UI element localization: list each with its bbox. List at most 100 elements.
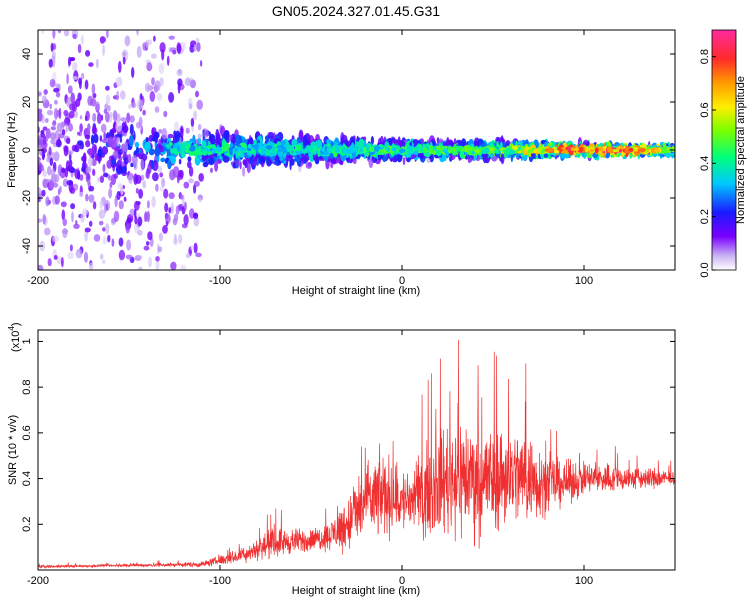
spectrogram-cell [174, 130, 181, 142]
spectrogram-cell [70, 92, 75, 104]
spectrogram-cell [290, 152, 298, 156]
spectrogram-cell [75, 248, 83, 259]
colorbar-label: Normalized spectral amplitude [735, 76, 747, 224]
spectrogram-cell [155, 183, 159, 192]
spectrogram-cell [165, 213, 171, 224]
colorbar-ticks: 0.0 0.2 0.4 0.6 0.8 [699, 49, 716, 278]
y-tick-label: 20 [21, 96, 33, 108]
spectrogram-cell [619, 148, 623, 153]
spectrogram-cell [98, 220, 104, 226]
spectrogram-cell [195, 37, 200, 44]
spectrogram-cell [56, 256, 63, 265]
spectrogram-cell [236, 159, 240, 168]
spectrogram-cell [115, 121, 122, 132]
colorbar-tick-label: 0.4 [699, 156, 711, 171]
spectrogram-cell [368, 156, 374, 169]
spectrogram-cell [118, 60, 122, 73]
snr-y-scale: (x104) [7, 322, 22, 352]
spectrogram-cell [38, 138, 43, 149]
spectrogram-cell [118, 154, 123, 165]
spectrogram-cell [40, 129, 45, 135]
spectrogram-cell [88, 262, 94, 270]
spectrogram-cell [73, 223, 80, 229]
spectrogram-cell [131, 67, 135, 78]
spectrogram-cell [99, 175, 105, 183]
spectrogram-cell [118, 249, 126, 261]
spectrogram-cell [304, 147, 308, 154]
spectrogram-cell [61, 167, 66, 174]
spectrogram-cell [54, 195, 60, 205]
spectrogram-cell [286, 151, 290, 156]
spectrogram-cell [69, 103, 75, 111]
spectrogram-cell [62, 218, 67, 227]
spectrogram-cell [64, 167, 69, 178]
spectrogram-cell [160, 157, 166, 163]
spectrogram-cell [543, 153, 549, 158]
spectrogram-cell [164, 202, 169, 213]
spectrogram-cell [136, 46, 142, 58]
spectrogram-cell [138, 116, 143, 128]
spectrogram-cell [133, 200, 140, 211]
spectrogram-cell [133, 208, 137, 219]
spectrogram-cell [176, 69, 183, 77]
spectrogram-cell [68, 110, 75, 119]
spectrogram-cell [107, 234, 111, 243]
spectrogram-cell [91, 83, 96, 95]
spectrogram-cell [194, 148, 199, 154]
spectrogram-cell [573, 147, 580, 151]
spectrogram-cell [317, 150, 321, 158]
spectrogram-cell [106, 159, 113, 169]
spectrogram-cell [326, 146, 333, 154]
spectrogram-cell [107, 105, 111, 112]
spectrogram-cell [180, 127, 184, 139]
spectrogram-cell [358, 138, 365, 151]
spectrogram-cell [103, 172, 109, 178]
spectrogram-cell [54, 130, 60, 142]
spectrogram-cell [78, 77, 83, 85]
spectrogram-cell [138, 188, 144, 199]
spectrogram-cell [80, 212, 85, 223]
spectrogram-cell [84, 115, 88, 121]
spectrogram-cell [87, 123, 91, 132]
spectrogram-cell [330, 148, 337, 152]
spectrogram-cell [474, 149, 481, 153]
spectrogram-cell [88, 157, 93, 167]
spectrogram-cell [38, 218, 43, 223]
spectrogram-cell [116, 136, 121, 147]
spectrogram-cell [239, 161, 242, 170]
snr-scale-base: (x10 [10, 331, 22, 352]
spectrogram-cell [628, 147, 634, 152]
spectrogram-cell [170, 205, 174, 214]
spectrogram-cell [208, 158, 215, 166]
spectrogram-cell [44, 227, 51, 236]
spectrogram-cell [456, 139, 462, 144]
spectrogram-cell [396, 154, 403, 159]
spectrogram-cell [567, 146, 571, 151]
spectrogram-cell [101, 146, 109, 155]
spectrogram-cell [98, 209, 106, 219]
spectrogram-cell [325, 139, 332, 144]
spectrogram-cell [178, 233, 183, 244]
spectrogram-cell [135, 187, 139, 194]
spectrogram-cell [483, 147, 490, 154]
spectrogram-cell [154, 106, 160, 113]
spectrogram-cell [461, 138, 467, 148]
spectrogram-cell [189, 44, 195, 53]
spectrogram-cell [312, 146, 317, 154]
spectrogram-cell [44, 118, 49, 123]
snr-series-group [38, 339, 675, 569]
spectrogram-cell [166, 144, 171, 149]
spectrogram-cell [128, 135, 134, 147]
spectrogram-cell [111, 238, 115, 247]
spectrogram-cell [381, 148, 388, 154]
spectrogram-cell [165, 221, 169, 227]
spectrogram-cell [148, 148, 155, 156]
y-tick-label: 0.2 [21, 517, 33, 532]
spectrogram-cell [242, 166, 246, 177]
spectrogram-cell [38, 264, 44, 270]
colorbar: 0.0 0.2 0.4 0.6 0.8 Normalized spectral ampl… [699, 29, 747, 278]
spectrogram-cell [155, 255, 160, 262]
spectrogram-cell [211, 148, 216, 154]
spectrogram-cell [73, 110, 79, 119]
